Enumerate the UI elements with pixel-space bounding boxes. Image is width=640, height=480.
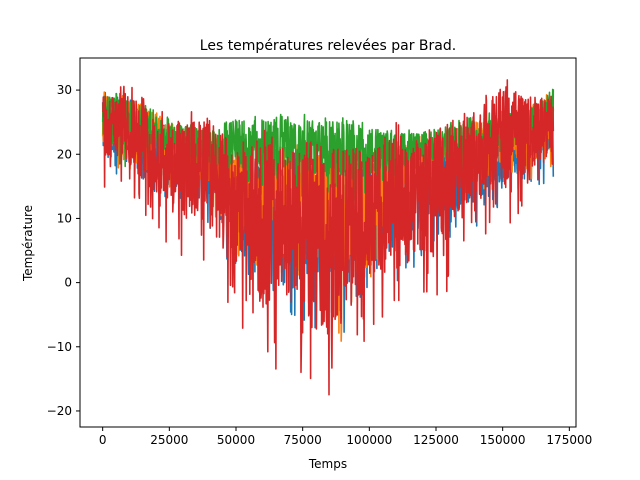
x-tick-label: 50000	[217, 433, 255, 447]
x-tick-label: 125000	[413, 433, 459, 447]
series-line-4	[101, 79, 555, 396]
x-tick-label: 75000	[284, 433, 322, 447]
y-tick-label: −20	[47, 404, 72, 418]
y-tick-label: −10	[47, 340, 72, 354]
y-tick-label: 30	[57, 83, 72, 97]
plot-frame	[79, 57, 577, 428]
x-axis-label: Temps	[308, 457, 347, 471]
x-tick-label: 100000	[346, 433, 392, 447]
axes-layer: 0 25000 50000 75000 100000 125000 150000 175000…	[47, 57, 592, 447]
y-tick-label: 0	[64, 276, 72, 290]
x-tick-label: 25000	[150, 433, 188, 447]
series-layer	[101, 79, 555, 396]
x-tick-label: 175000	[546, 433, 592, 447]
y-axis-label: Température	[21, 205, 35, 282]
y-tick-label: 10	[57, 211, 72, 225]
x-tick-label: 0	[99, 433, 107, 447]
y-tick-label: 20	[57, 147, 72, 161]
chart-title: Les températures relevées par Brad.	[200, 38, 456, 54]
x-tick-label: 150000	[480, 433, 526, 447]
